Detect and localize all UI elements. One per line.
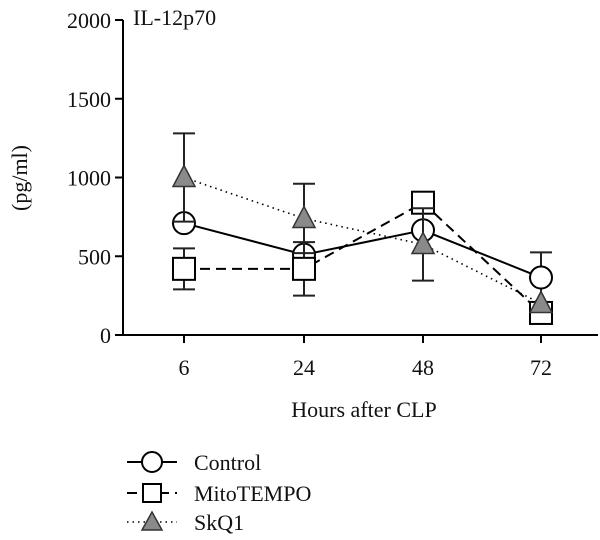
- data-point-mitotempo: [172, 256, 196, 281]
- legend-item-skq1: SkQ1: [127, 510, 244, 535]
- series-mitotempo: [172, 190, 553, 325]
- series-layer: [171, 132, 554, 325]
- chart-title: IL-12p70: [133, 5, 216, 30]
- y-tick-label: 1500: [67, 87, 111, 112]
- x-tick-label: 72: [530, 355, 552, 380]
- x-tick-label: 48: [412, 355, 434, 380]
- data-point-skq1: [528, 289, 554, 314]
- legend-item-mitotempo: MitoTEMPO: [127, 481, 311, 506]
- data-point-control: [529, 265, 553, 290]
- y-tick-label: 1000: [67, 166, 111, 191]
- y-tick-label: 2000: [67, 8, 111, 33]
- data-point-skq1: [291, 204, 317, 229]
- series-control: [172, 211, 553, 304]
- series-line-mitotempo: [184, 201, 542, 314]
- series-skq1: [171, 132, 554, 314]
- data-point-mitotempo: [292, 256, 316, 281]
- legend-marker-skq1: [140, 510, 164, 531]
- x-tick-label: 6: [179, 355, 190, 380]
- legend-label-mitotempo: MitoTEMPO: [194, 481, 311, 506]
- y-axis-title: (pg/ml): [7, 145, 32, 211]
- legend-marker-control: [141, 451, 163, 473]
- y-tick-label: 500: [78, 244, 111, 269]
- legend-item-control: Control: [127, 450, 261, 475]
- legend-marker-mitotempo: [142, 483, 162, 503]
- legend-label-control: Control: [194, 450, 261, 475]
- x-axis-title: Hours after CLP: [291, 397, 436, 422]
- y-ticks: 0 500 1000 1500 2000: [67, 8, 123, 348]
- y-tick-label: 0: [100, 323, 111, 348]
- series-line-skq1: [183, 176, 542, 305]
- data-point-skq1: [410, 230, 436, 255]
- x-ticks: 6 24 48 72: [179, 335, 552, 380]
- legend-label-skq1: SkQ1: [194, 510, 244, 535]
- series-line-control: [183, 222, 542, 279]
- legend: Control MitoTEMPO SkQ1: [127, 450, 311, 535]
- axes: [122, 20, 598, 336]
- x-tick-label: 24: [293, 355, 315, 380]
- data-point-skq1: [171, 163, 197, 188]
